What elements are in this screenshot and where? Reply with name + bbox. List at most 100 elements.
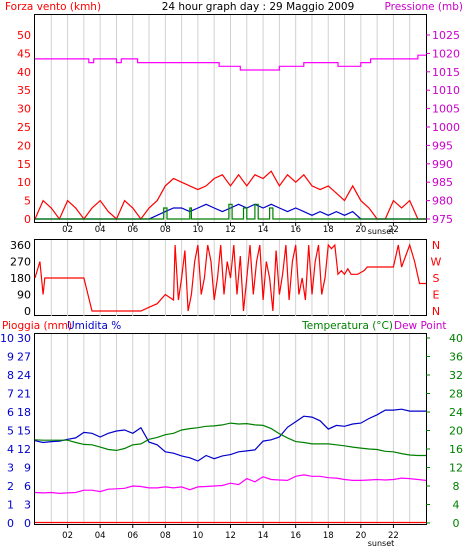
rain-tick-label: 10 [0,332,14,345]
temperature-tick-label: 20 [449,425,463,438]
x-tick-label: 18 [323,225,334,235]
humidity-tick-label: 21 [17,388,31,401]
climate-sunset-label: sunset [368,539,395,548]
temperature-tick-label: 24 [449,406,463,419]
humidity-tick-label: 15 [17,425,31,438]
pressure-tick-label: 980 [432,195,453,208]
x-tick-label: 10 [193,225,204,235]
rain-tick-label: 0 [7,517,14,530]
wind-tick-label: 35 [17,84,31,97]
pressure-tick-label: 1005 [432,103,460,116]
temperature-tick-label: 12 [449,462,463,475]
humidity-axis-title: Umidita % [67,320,121,332]
direction-tick-label: 0 [24,305,31,318]
temperature-tick-label: 32 [449,369,463,382]
wind-tick-label: 25 [17,121,31,134]
direction-tick-label: 360 [10,239,31,252]
direction-tick-label: 90 [17,289,31,302]
wind-sunset-label: sunset [368,227,395,236]
x-tick-label: 02 [62,225,73,235]
humidity-tick-label: 6 [24,480,31,493]
temperature-tick-label: 16 [449,443,463,456]
chart-title: 24 hour graph day : 29 Maggio 2009 [162,1,355,13]
pressure-tick-label: 1000 [432,121,460,134]
wind-tick-label: 50 [17,29,31,42]
rain-tick-label: 8 [7,369,14,382]
humidity-tick-label: 9 [24,462,31,475]
climate-series-0 [34,408,426,462]
x-tick-label: 10 [193,531,204,541]
humidity-tick-label: 27 [17,351,31,364]
rain-tick-label: 9 [7,351,14,364]
wind-tick-label: 15 [17,158,31,171]
compass-letter: W [431,256,442,269]
pressure-tick-label: 995 [432,139,453,152]
x-tick-label: 14 [258,531,269,541]
x-tick-label: 12 [225,225,236,235]
temperature-tick-label: 8 [453,480,460,493]
x-tick-label: 20 [355,225,366,235]
x-tick-label: 06 [127,531,138,541]
pressure-tick-label: 1010 [432,84,460,97]
x-tick-label: 08 [160,531,171,541]
pressure-tick-label: 990 [432,158,453,171]
rain-tick-label: 5 [7,425,14,438]
wind-tick-label: 0 [24,213,31,226]
humidity-tick-label: 0 [24,517,31,530]
x-tick-label: 16 [290,225,301,235]
temperature-tick-label: 36 [449,351,463,364]
humidity-tick-label: 12 [17,443,31,456]
wind-tick-label: 30 [17,103,31,116]
dewpoint-axis-title: Dew Point [394,320,447,332]
x-tick-label: 22 [388,225,399,235]
humidity-tick-label: 18 [17,406,31,419]
x-tick-label: 04 [95,225,106,235]
temperature-axis-title: Temperatura (°C) [301,320,393,332]
wind-tick-label: 40 [17,66,31,79]
rain-tick-label: 4 [7,443,14,456]
rain-axis-title: Pioggia (mm) [2,320,72,332]
pressure-tick-label: 985 [432,176,453,189]
rain-tick-label: 1 [7,499,14,512]
rain-tick-label: 6 [7,406,14,419]
direction-series-0 [34,243,426,312]
humidity-tick-label: 30 [17,332,31,345]
wind-chart-series-0 [35,54,426,71]
wind-chart-series-3 [35,203,426,220]
temperature-tick-label: 40 [449,332,463,345]
wind-axis-title: Forza vento (kmh) [5,1,101,13]
rain-tick-label: 3 [7,462,14,475]
pressure-tick-label: 1015 [432,66,460,79]
x-tick-label: 06 [127,225,138,235]
climate-series-1 [34,422,426,457]
wind-tick-label: 10 [17,176,31,189]
pressure-tick-label: 1020 [432,47,460,60]
humidity-tick-label: 24 [17,369,31,382]
x-tick-label: 20 [355,531,366,541]
wind-chart-series-1 [34,170,426,221]
compass-letter: S [433,272,440,285]
x-tick-label: 12 [225,531,236,541]
x-tick-label: 16 [290,531,301,541]
wind-tick-label: 45 [17,47,31,60]
x-tick-label: 04 [95,531,106,541]
rain-tick-label: 2 [7,480,14,493]
compass-letter: N [432,239,440,252]
humidity-tick-label: 3 [24,499,31,512]
pressure-tick-label: 1025 [432,29,460,42]
rain-tick-label: 7 [7,388,14,401]
x-tick-label: 22 [388,531,399,541]
wind-tick-label: 5 [24,195,31,208]
pressure-tick-label: 975 [432,213,453,226]
compass-letter: N [432,305,440,318]
x-tick-label: 14 [258,225,269,235]
pressure-axis-title: Pressione (mb) [384,1,463,13]
compass-letter: E [433,289,440,302]
temperature-tick-label: 28 [449,388,463,401]
climate-series-2 [34,474,427,495]
wind-tick-label: 20 [17,139,31,152]
x-tick-label: 02 [62,531,73,541]
direction-tick-label: 270 [10,256,31,269]
